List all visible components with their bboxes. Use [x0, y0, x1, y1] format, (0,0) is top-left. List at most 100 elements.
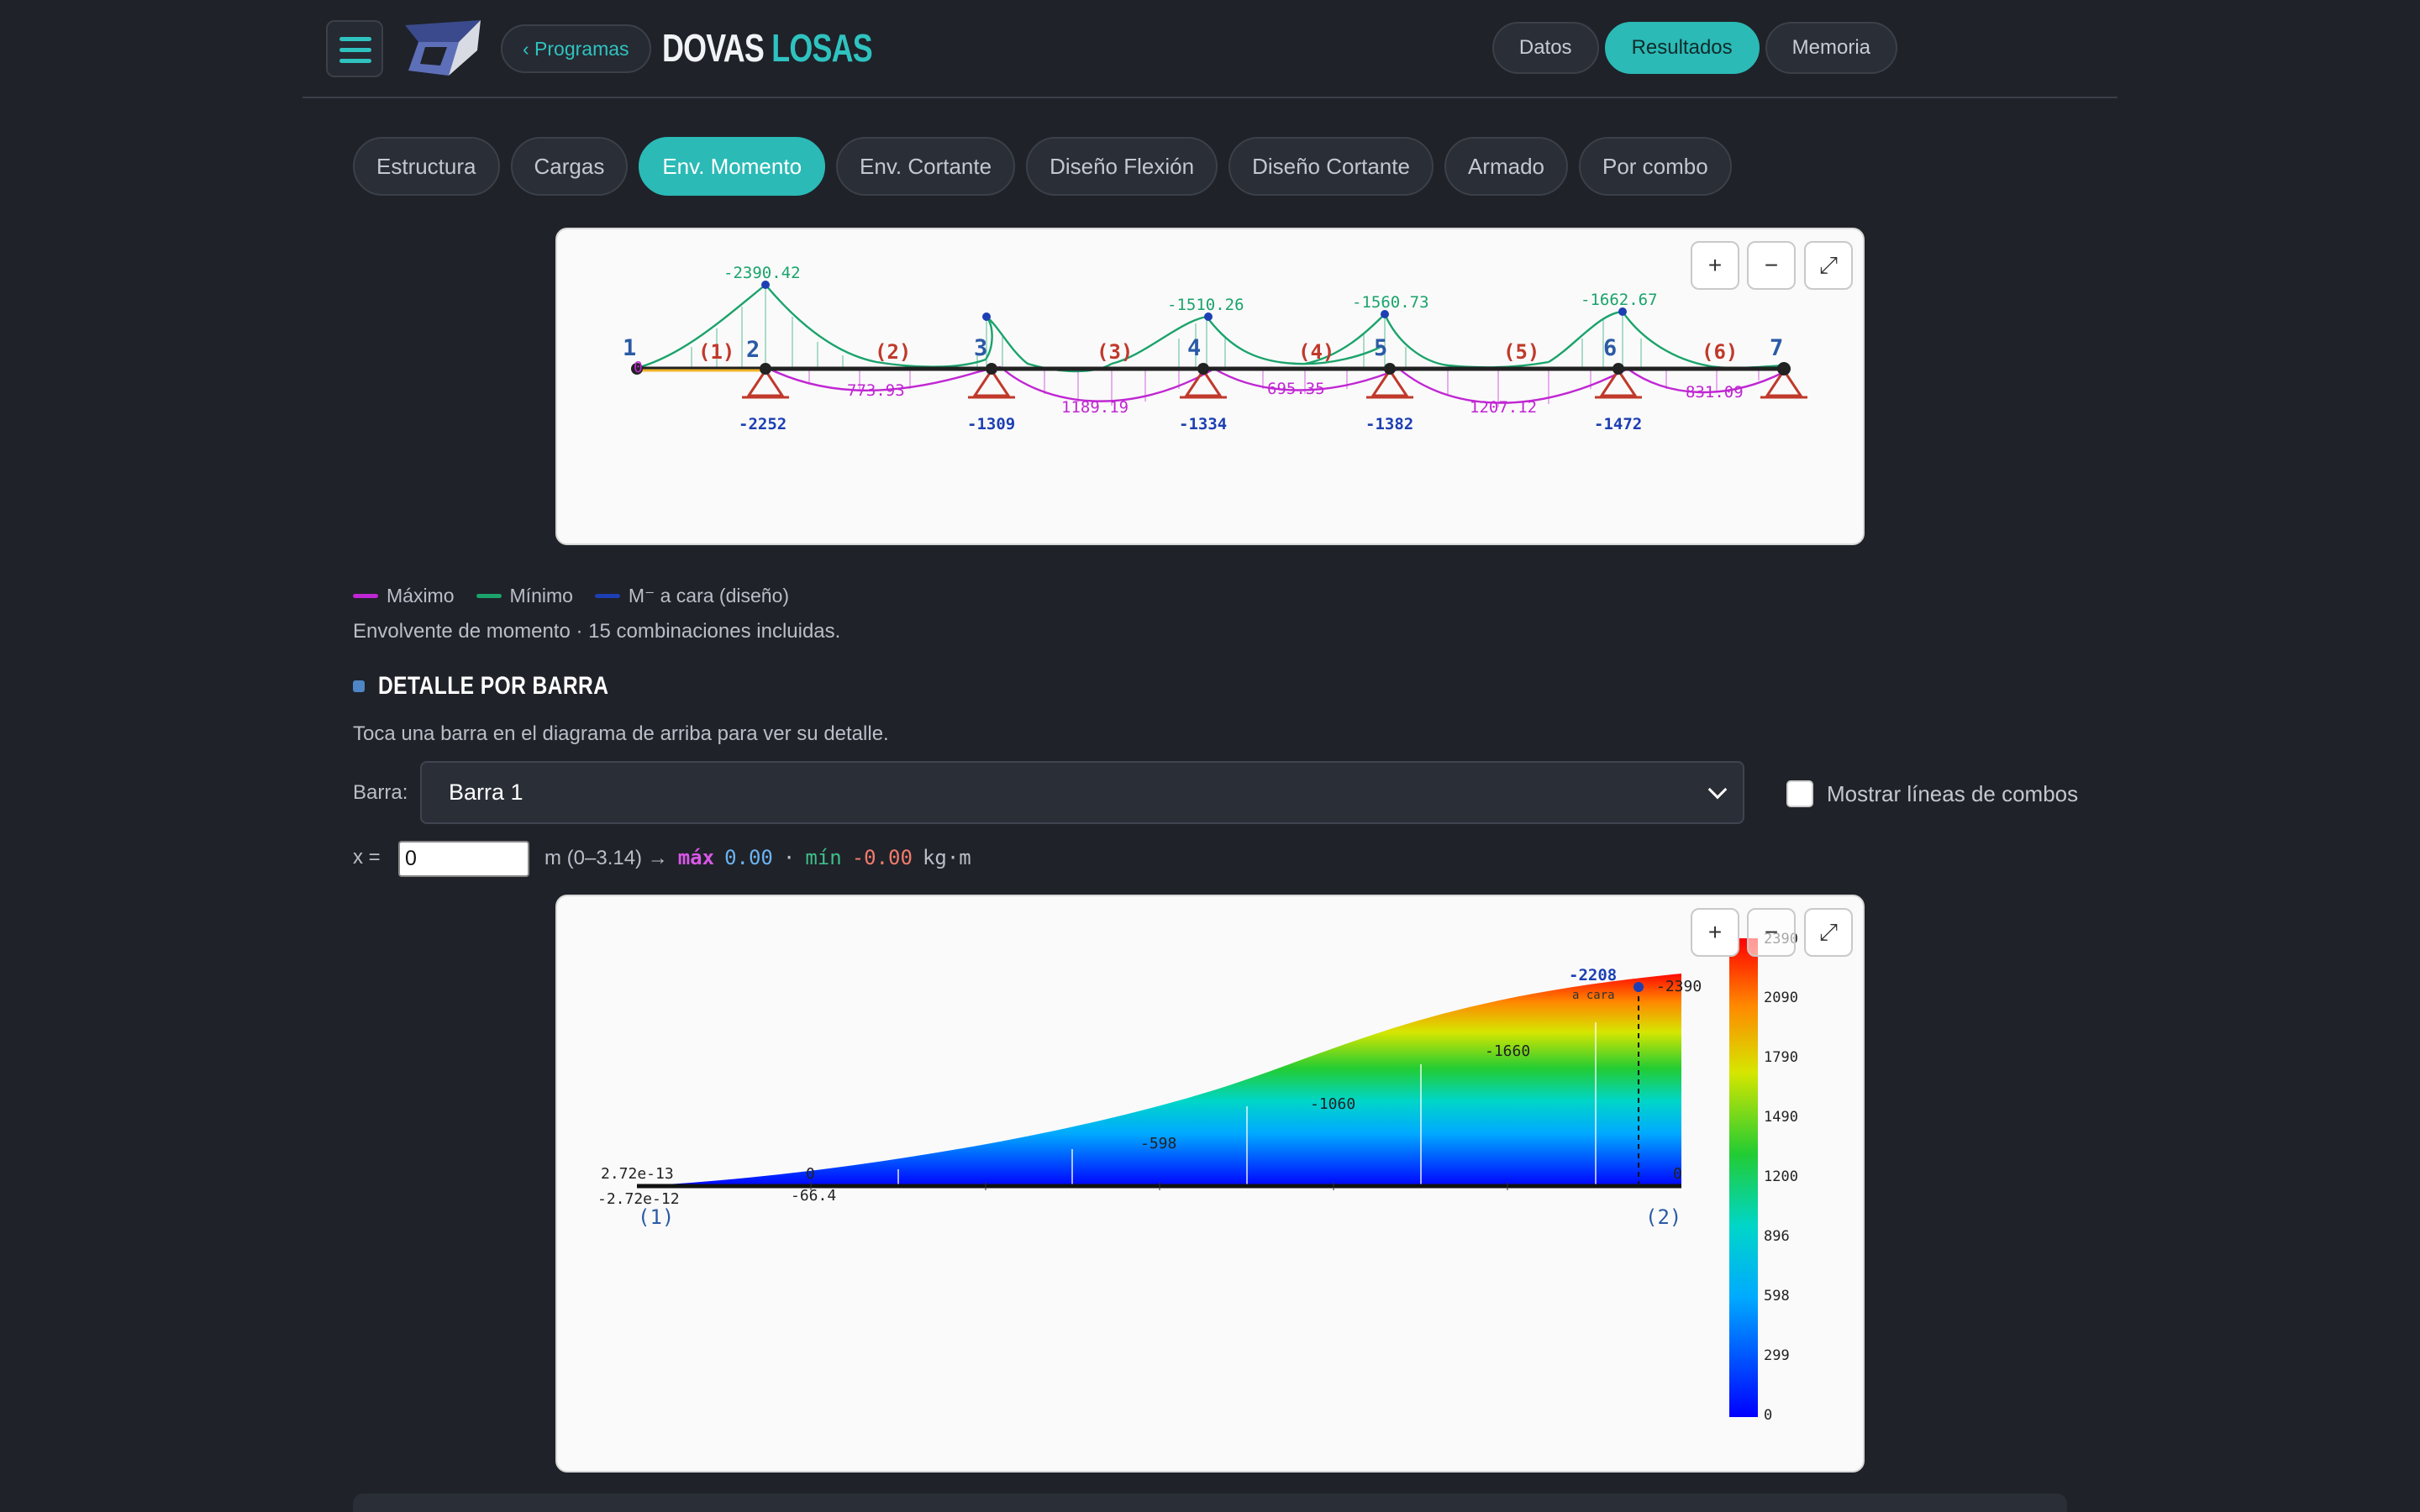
node-label-5: 5 — [1374, 335, 1387, 361]
design-label-1: -2252 — [739, 415, 786, 433]
min-peak-label-1: -2390.42 — [723, 264, 801, 282]
x-position-input[interactable]: 0 — [398, 841, 529, 877]
tab-env-cortante[interactable]: Env. Cortante — [836, 137, 1016, 196]
back-to-programs-button[interactable]: ‹ Programas — [501, 24, 651, 73]
min-peak-dots — [761, 281, 1627, 321]
node-label-7: 7 — [1770, 335, 1783, 361]
colorbar — [1729, 938, 1758, 1417]
bar-end-label-2: (2) — [1645, 1205, 1681, 1229]
design-label-3: -1334 — [1179, 415, 1227, 433]
moment-area — [637, 974, 1681, 1186]
bar-detail-svg: 2.72e-13 -2.72e-12 0 -66.4 -598 -1060 -1… — [597, 931, 1798, 1424]
brand-title: DOVAS LOSAS — [662, 25, 873, 71]
barra-select[interactable]: Barra 1 — [420, 761, 1744, 824]
fit-view-icon-2[interactable]: ⤢ — [1804, 908, 1853, 957]
zero-marker: 0 — [634, 359, 643, 376]
min-curve-5 — [1548, 310, 1785, 370]
tab-diseno-cortante[interactable]: Diseño Cortante — [1228, 137, 1434, 196]
nav-memoria[interactable]: Memoria — [1765, 22, 1897, 74]
brand-part-1: DOVAS — [662, 26, 765, 70]
colorbar-tick-5: 896 — [1764, 1228, 1790, 1245]
bar-end-label-1: (1) — [638, 1205, 674, 1229]
nav-resultados[interactable]: Resultados — [1604, 22, 1760, 74]
max-label-1: 773.93 — [847, 381, 905, 400]
tab-por-combo[interactable]: Por combo — [1579, 137, 1732, 196]
min-peak-label-3: -1560.73 — [1352, 293, 1429, 312]
fit-view-icon[interactable]: ⤢ — [1804, 241, 1853, 290]
zoom-out-button-2[interactable]: − — [1747, 908, 1796, 957]
colorbar-tick-8: 0 — [1764, 1407, 1772, 1424]
envelope-svg: 1 2 3 4 5 6 7 (1) (2) (3) (4) (5) (6) 0 … — [623, 264, 1807, 433]
p5-label: -1660 — [1485, 1042, 1530, 1060]
nav-datos[interactable]: Datos — [1491, 22, 1599, 74]
colorbar-tick-4: 1200 — [1764, 1168, 1798, 1185]
bar-label-5: (5) — [1503, 340, 1539, 364]
end-label: -2390 — [1656, 978, 1702, 995]
next-panel-edge — [353, 1494, 2067, 1512]
p3-label: -598 — [1140, 1135, 1176, 1152]
face-value-label: -2208 — [1569, 966, 1617, 984]
brand-part-2: LOSAS — [771, 26, 872, 70]
min-curve-2 — [984, 316, 1113, 373]
tab-diseno-flexion[interactable]: Diseño Flexión — [1026, 137, 1218, 196]
bar-label-3: (3) — [1097, 340, 1133, 364]
node-label-2: 2 — [746, 337, 760, 363]
tab-estructura[interactable]: Estructura — [353, 137, 500, 196]
colorbar-tick-6: 598 — [1764, 1288, 1790, 1305]
p1-top-label: 0 — [806, 1165, 815, 1183]
top-nav: Datos Resultados Memoria — [1491, 22, 1897, 74]
app-logo — [405, 20, 481, 76]
results-tabs: Estructura Cargas Env. Momento Env. Cort… — [353, 137, 1732, 196]
x-readout: m (0–3.14) → máx 0.00 · mín -0.00 kg·m — [544, 846, 971, 869]
max-label-5: 831.09 — [1686, 383, 1744, 402]
bar-label-4: (4) — [1298, 340, 1334, 364]
bar-detail-plot[interactable]: 2.72e-13 -2.72e-12 0 -66.4 -598 -1060 -1… — [555, 895, 1865, 1473]
min-envelope-curve — [637, 284, 1022, 367]
legend: Máximo Mínimo M⁻ a cara (diseño) — [353, 585, 789, 607]
x-label: x = — [353, 846, 381, 869]
legend-design: M⁻ a cara (diseño) — [594, 585, 789, 607]
zoom-in-button-2[interactable]: + — [1691, 908, 1739, 957]
node-dots — [631, 362, 1791, 375]
max-curve-2 — [1000, 366, 1215, 402]
tab-cargas[interactable]: Cargas — [510, 137, 629, 196]
node-label-4: 4 — [1187, 335, 1201, 361]
detail-hint: Toca una barra en el diagrama de arriba … — [353, 722, 889, 745]
max-label-4: 1207.12 — [1470, 398, 1537, 417]
hamburger-menu-button[interactable] — [326, 20, 383, 77]
colorbar-tick-3: 1490 — [1764, 1109, 1798, 1126]
min-envelope-line — [637, 284, 1009, 367]
app-header: ‹ Programas DOVAS LOSAS Datos Resultados… — [302, 0, 2118, 98]
design-label-2: -1309 — [967, 415, 1015, 433]
bar-ticks — [810, 1182, 1508, 1190]
show-combos-checkbox[interactable] — [1786, 780, 1813, 807]
supports — [742, 368, 1807, 399]
min-peak-label-2: -1510.26 — [1167, 296, 1244, 314]
moment-envelope-plot[interactable]: 1 2 3 4 5 6 7 (1) (2) (3) (4) (5) (6) 0 … — [555, 228, 1865, 545]
min-curve-1 — [636, 283, 986, 370]
tab-armado[interactable]: Armado — [1444, 137, 1568, 196]
min-curve-3 — [1111, 315, 1381, 365]
chevron-down-icon — [1707, 780, 1728, 800]
bar-label-2: (2) — [875, 340, 911, 364]
p1-bottom-label: -66.4 — [791, 1187, 836, 1205]
design-label-4: -1382 — [1365, 415, 1413, 433]
bar-label-6: (6) — [1702, 340, 1738, 364]
max-label-3: 695.35 — [1267, 380, 1325, 398]
section-detail-title: DETALLE POR BARRA — [353, 672, 660, 701]
colorbar-tick-7: 299 — [1764, 1347, 1790, 1364]
envelope-note: Envolvente de momento · 15 combinaciones… — [353, 620, 841, 643]
zoom-out-button[interactable]: − — [1747, 241, 1796, 290]
design-label-5: -1472 — [1594, 415, 1642, 433]
tab-env-momento[interactable]: Env. Momento — [639, 137, 826, 196]
min-hatch — [691, 286, 1642, 369]
bar-label-1: (1) — [698, 340, 734, 364]
face-dot — [1634, 982, 1644, 992]
barra-selected-value: Barra 1 — [449, 780, 523, 805]
area-dividers — [897, 1022, 1597, 1186]
start-bottom-label: -2.72e-12 — [597, 1190, 680, 1208]
zoom-in-button[interactable]: + — [1691, 241, 1739, 290]
node-label-1: 1 — [623, 335, 636, 361]
legend-max: Máximo — [353, 585, 455, 607]
node-label-3: 3 — [974, 335, 987, 361]
